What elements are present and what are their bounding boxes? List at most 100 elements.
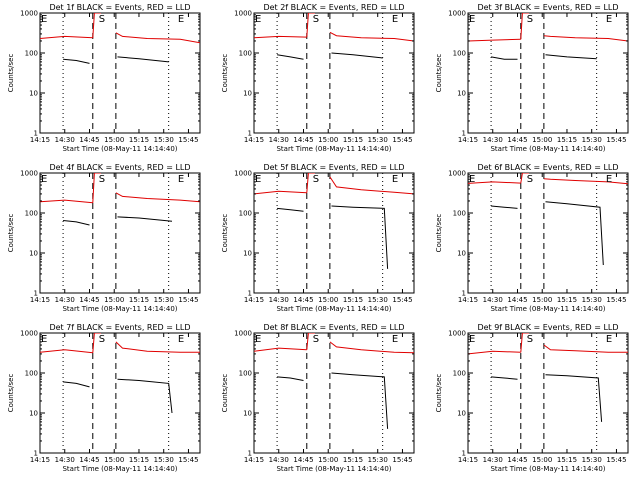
events-series-segment bbox=[545, 54, 597, 60]
y-tick-label: 1 bbox=[462, 130, 466, 138]
x-tick-label: 15:30 bbox=[154, 456, 174, 464]
y-axis-label: Counts/sec bbox=[221, 214, 229, 253]
y-tick-label: 1000 bbox=[20, 330, 38, 338]
x-tick-label: 15:45 bbox=[606, 296, 626, 304]
lld-series-segment bbox=[40, 199, 93, 204]
x-tick-label: 15:15 bbox=[343, 136, 363, 144]
y-tick-label: 100 bbox=[239, 210, 252, 218]
x-tick-label: 14:30 bbox=[55, 136, 75, 144]
x-tick-label: 15:45 bbox=[178, 136, 198, 144]
y-tick-label: 1000 bbox=[448, 330, 466, 338]
x-tick-label: 14:45 bbox=[79, 296, 99, 304]
lld-series-segment bbox=[329, 341, 414, 354]
lld-series-segment bbox=[543, 344, 628, 353]
y-tick-label: 1 bbox=[248, 450, 252, 458]
events-series-segment bbox=[63, 381, 90, 388]
x-tick-label: 14:30 bbox=[269, 296, 289, 304]
x-tick-label: 14:45 bbox=[79, 456, 99, 464]
panel-title: Det 3f BLACK = Events, RED = LLD bbox=[477, 3, 618, 12]
y-tick-label: 1000 bbox=[234, 10, 252, 18]
plot-frame bbox=[253, 332, 415, 454]
x-tick-label: 14:45 bbox=[507, 456, 527, 464]
event-marker-label: E bbox=[178, 14, 184, 25]
panel-title: Det 9f BLACK = Events, RED = LLD bbox=[477, 323, 618, 332]
y-tick-label: 1 bbox=[248, 290, 252, 298]
y-tick-label: 1000 bbox=[20, 10, 38, 18]
x-tick-label: 15:30 bbox=[368, 136, 388, 144]
events-series-segment bbox=[491, 56, 518, 60]
x-tick-label: 15:45 bbox=[178, 456, 198, 464]
x-tick-label: 14:45 bbox=[293, 456, 313, 464]
events-series-segment bbox=[117, 378, 173, 414]
x-tick-label: 14:30 bbox=[269, 136, 289, 144]
x-tick-label: 15:30 bbox=[582, 296, 602, 304]
y-tick-label: 1000 bbox=[234, 330, 252, 338]
events-series-segment bbox=[331, 205, 389, 269]
events-series-segment bbox=[117, 56, 169, 63]
y-tick-label: 10 bbox=[29, 250, 38, 258]
event-marker-label: E bbox=[392, 174, 398, 185]
x-tick-label: 14:30 bbox=[483, 296, 503, 304]
event-marker-label: E bbox=[178, 174, 184, 185]
x-tick-label: 14:45 bbox=[507, 296, 527, 304]
lld-series-segment bbox=[520, 333, 529, 353]
x-tick-label: 15:00 bbox=[104, 296, 124, 304]
y-tick-label: 10 bbox=[243, 90, 252, 98]
lld-series-segment bbox=[254, 190, 307, 195]
lld-series-segment bbox=[115, 32, 200, 44]
panel-title: Det 2f BLACK = Events, RED = LLD bbox=[263, 3, 404, 12]
y-tick-label: 1 bbox=[34, 290, 38, 298]
plot-frame bbox=[39, 172, 201, 294]
events-series-segment bbox=[63, 58, 90, 64]
x-tick-label: 15:15 bbox=[557, 456, 577, 464]
event-marker-label: S bbox=[313, 174, 319, 185]
x-tick-label: 15:45 bbox=[178, 296, 198, 304]
event-marker-label: E bbox=[469, 14, 475, 25]
y-tick-label: 1 bbox=[34, 450, 38, 458]
event-marker-label: E bbox=[255, 174, 261, 185]
lld-series-segment bbox=[306, 333, 315, 350]
x-axis-label: Start Time (08-May-11 14:14:40) bbox=[490, 145, 605, 153]
y-axis-label: Counts/sec bbox=[221, 54, 229, 93]
x-axis-label: Start Time (08-May-11 14:14:40) bbox=[276, 145, 391, 153]
x-tick-label: 15:00 bbox=[318, 136, 338, 144]
y-tick-label: 10 bbox=[457, 410, 466, 418]
plot-frame bbox=[39, 332, 201, 454]
y-axis-label: Counts/sec bbox=[221, 374, 229, 413]
x-tick-label: 15:45 bbox=[392, 136, 412, 144]
lld-series-segment bbox=[468, 350, 521, 355]
x-tick-label: 15:00 bbox=[318, 456, 338, 464]
y-tick-label: 10 bbox=[243, 250, 252, 258]
y-tick-label: 1000 bbox=[20, 170, 38, 178]
lld-series-segment bbox=[40, 35, 93, 39]
panel-title: Det 8f BLACK = Events, RED = LLD bbox=[263, 323, 404, 332]
x-tick-label: 14:30 bbox=[55, 296, 75, 304]
x-axis-label: Start Time (08-May-11 14:14:40) bbox=[490, 305, 605, 313]
y-axis-label: Counts/sec bbox=[7, 214, 15, 253]
events-series-segment bbox=[491, 376, 518, 380]
events-series-segment bbox=[545, 374, 603, 422]
lld-series-segment bbox=[115, 341, 200, 353]
event-marker-label: E bbox=[606, 14, 612, 25]
lld-series-segment bbox=[520, 173, 529, 184]
panel-title: Det 6f BLACK = Events, RED = LLD bbox=[477, 163, 618, 172]
x-tick-label: 14:45 bbox=[293, 296, 313, 304]
events-series-segment bbox=[277, 207, 304, 212]
event-marker-label: E bbox=[41, 334, 47, 345]
x-tick-label: 14:30 bbox=[483, 456, 503, 464]
event-marker-label: E bbox=[392, 14, 398, 25]
x-tick-label: 15:00 bbox=[104, 456, 124, 464]
x-tick-label: 15:00 bbox=[532, 456, 552, 464]
events-series-segment bbox=[331, 372, 389, 429]
y-tick-label: 100 bbox=[453, 50, 466, 58]
y-tick-label: 1000 bbox=[448, 10, 466, 18]
x-tick-label: 14:15 bbox=[458, 296, 478, 304]
y-axis-label: Counts/sec bbox=[435, 214, 443, 253]
